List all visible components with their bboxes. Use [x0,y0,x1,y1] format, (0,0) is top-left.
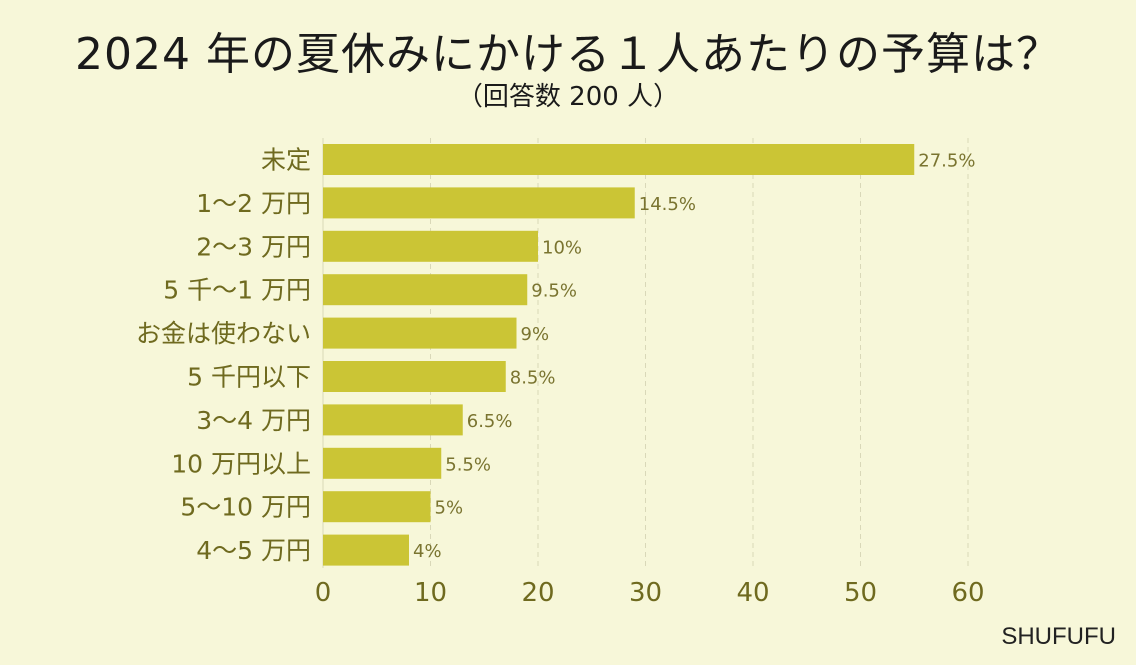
x-tick-label: 20 [521,578,554,608]
bar [323,274,528,306]
category-label: 5 千円以下 [187,363,311,392]
data-label: 9% [521,324,550,345]
x-tick-label: 10 [414,578,447,608]
category-label: 1～2 万円 [196,189,311,218]
bar [323,317,517,349]
x-tick-label: 50 [844,578,877,608]
data-label: 14.5% [639,194,696,215]
bars-group [323,144,915,566]
category-label: 5 千～1 万円 [163,276,311,305]
category-label: お金は使わない [136,319,311,348]
data-label: 9.5% [531,281,577,302]
x-tick-label: 60 [951,578,984,608]
brand-logo: SHUFUFU [1001,623,1116,650]
bar [323,404,463,436]
data-label: 5% [435,498,464,519]
bar [323,230,538,262]
bar [323,534,409,566]
category-label: 2～3 万円 [196,232,311,261]
bar [323,144,915,175]
x-tick-label: 0 [315,578,332,608]
data-label: 8.5% [510,368,556,389]
data-label: 10% [542,237,582,258]
category-label: 3～4 万円 [196,406,311,435]
data-label: 6.5% [467,411,513,432]
value-labels: 27.5% 14.5% 10% 9.5% 9% 8.5% 6.5% 5.5% 5% 4% [413,151,975,563]
category-label: 5～10 万円 [180,493,311,522]
bar [323,447,442,479]
chart-subtitle: （回答数 200 人） [456,82,680,112]
bar [323,187,635,219]
x-tick-labels: 0 10 20 30 40 50 60 [315,578,985,608]
bar [323,361,506,392]
category-label: 未定 [261,146,311,175]
data-label: 27.5% [918,151,975,172]
chart-title: 2024 年の夏休みにかける１人あたりの予算は？ [75,29,1061,80]
category-label: 4～5 万円 [196,536,311,565]
x-tick-label: 30 [629,578,662,608]
x-tick-label: 40 [736,578,769,608]
bar [323,491,431,523]
data-label: 5.5% [445,454,491,475]
category-label: 10 万円以上 [171,449,311,478]
data-label: 4% [413,541,442,562]
